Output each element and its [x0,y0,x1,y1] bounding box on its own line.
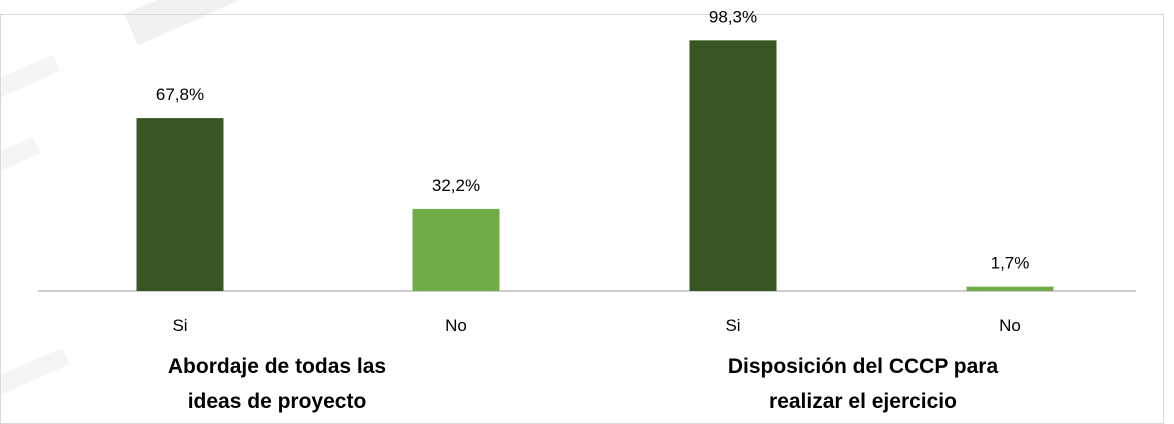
labels-layer: 67,8% Si 32,2% No Abordaje de todas las ideas… [156,7,1029,413]
data-label: 1,7% [991,254,1030,273]
group-label-line: Disposición del CCCP para [728,355,999,378]
bar-si-group-2 [689,40,777,292]
bar-si-group-1 [136,118,224,291]
x-tick-label: Si [725,316,740,335]
bar-no-group-2 [966,286,1054,291]
group-label-line: ideas de proyecto [188,390,367,413]
x-tick-label: Si [172,316,187,335]
data-label: 67,8% [156,85,204,104]
x-tick-label: No [999,316,1021,335]
data-label: 98,3% [709,7,757,26]
group-label-line: Abordaje de todas las [168,355,386,378]
x-tick-label: No [445,316,467,335]
bars-layer [136,40,1054,292]
bar-no-group-1 [412,208,500,291]
data-label: 32,2% [432,176,480,195]
group-label-line: realizar el ejercicio [769,390,957,413]
